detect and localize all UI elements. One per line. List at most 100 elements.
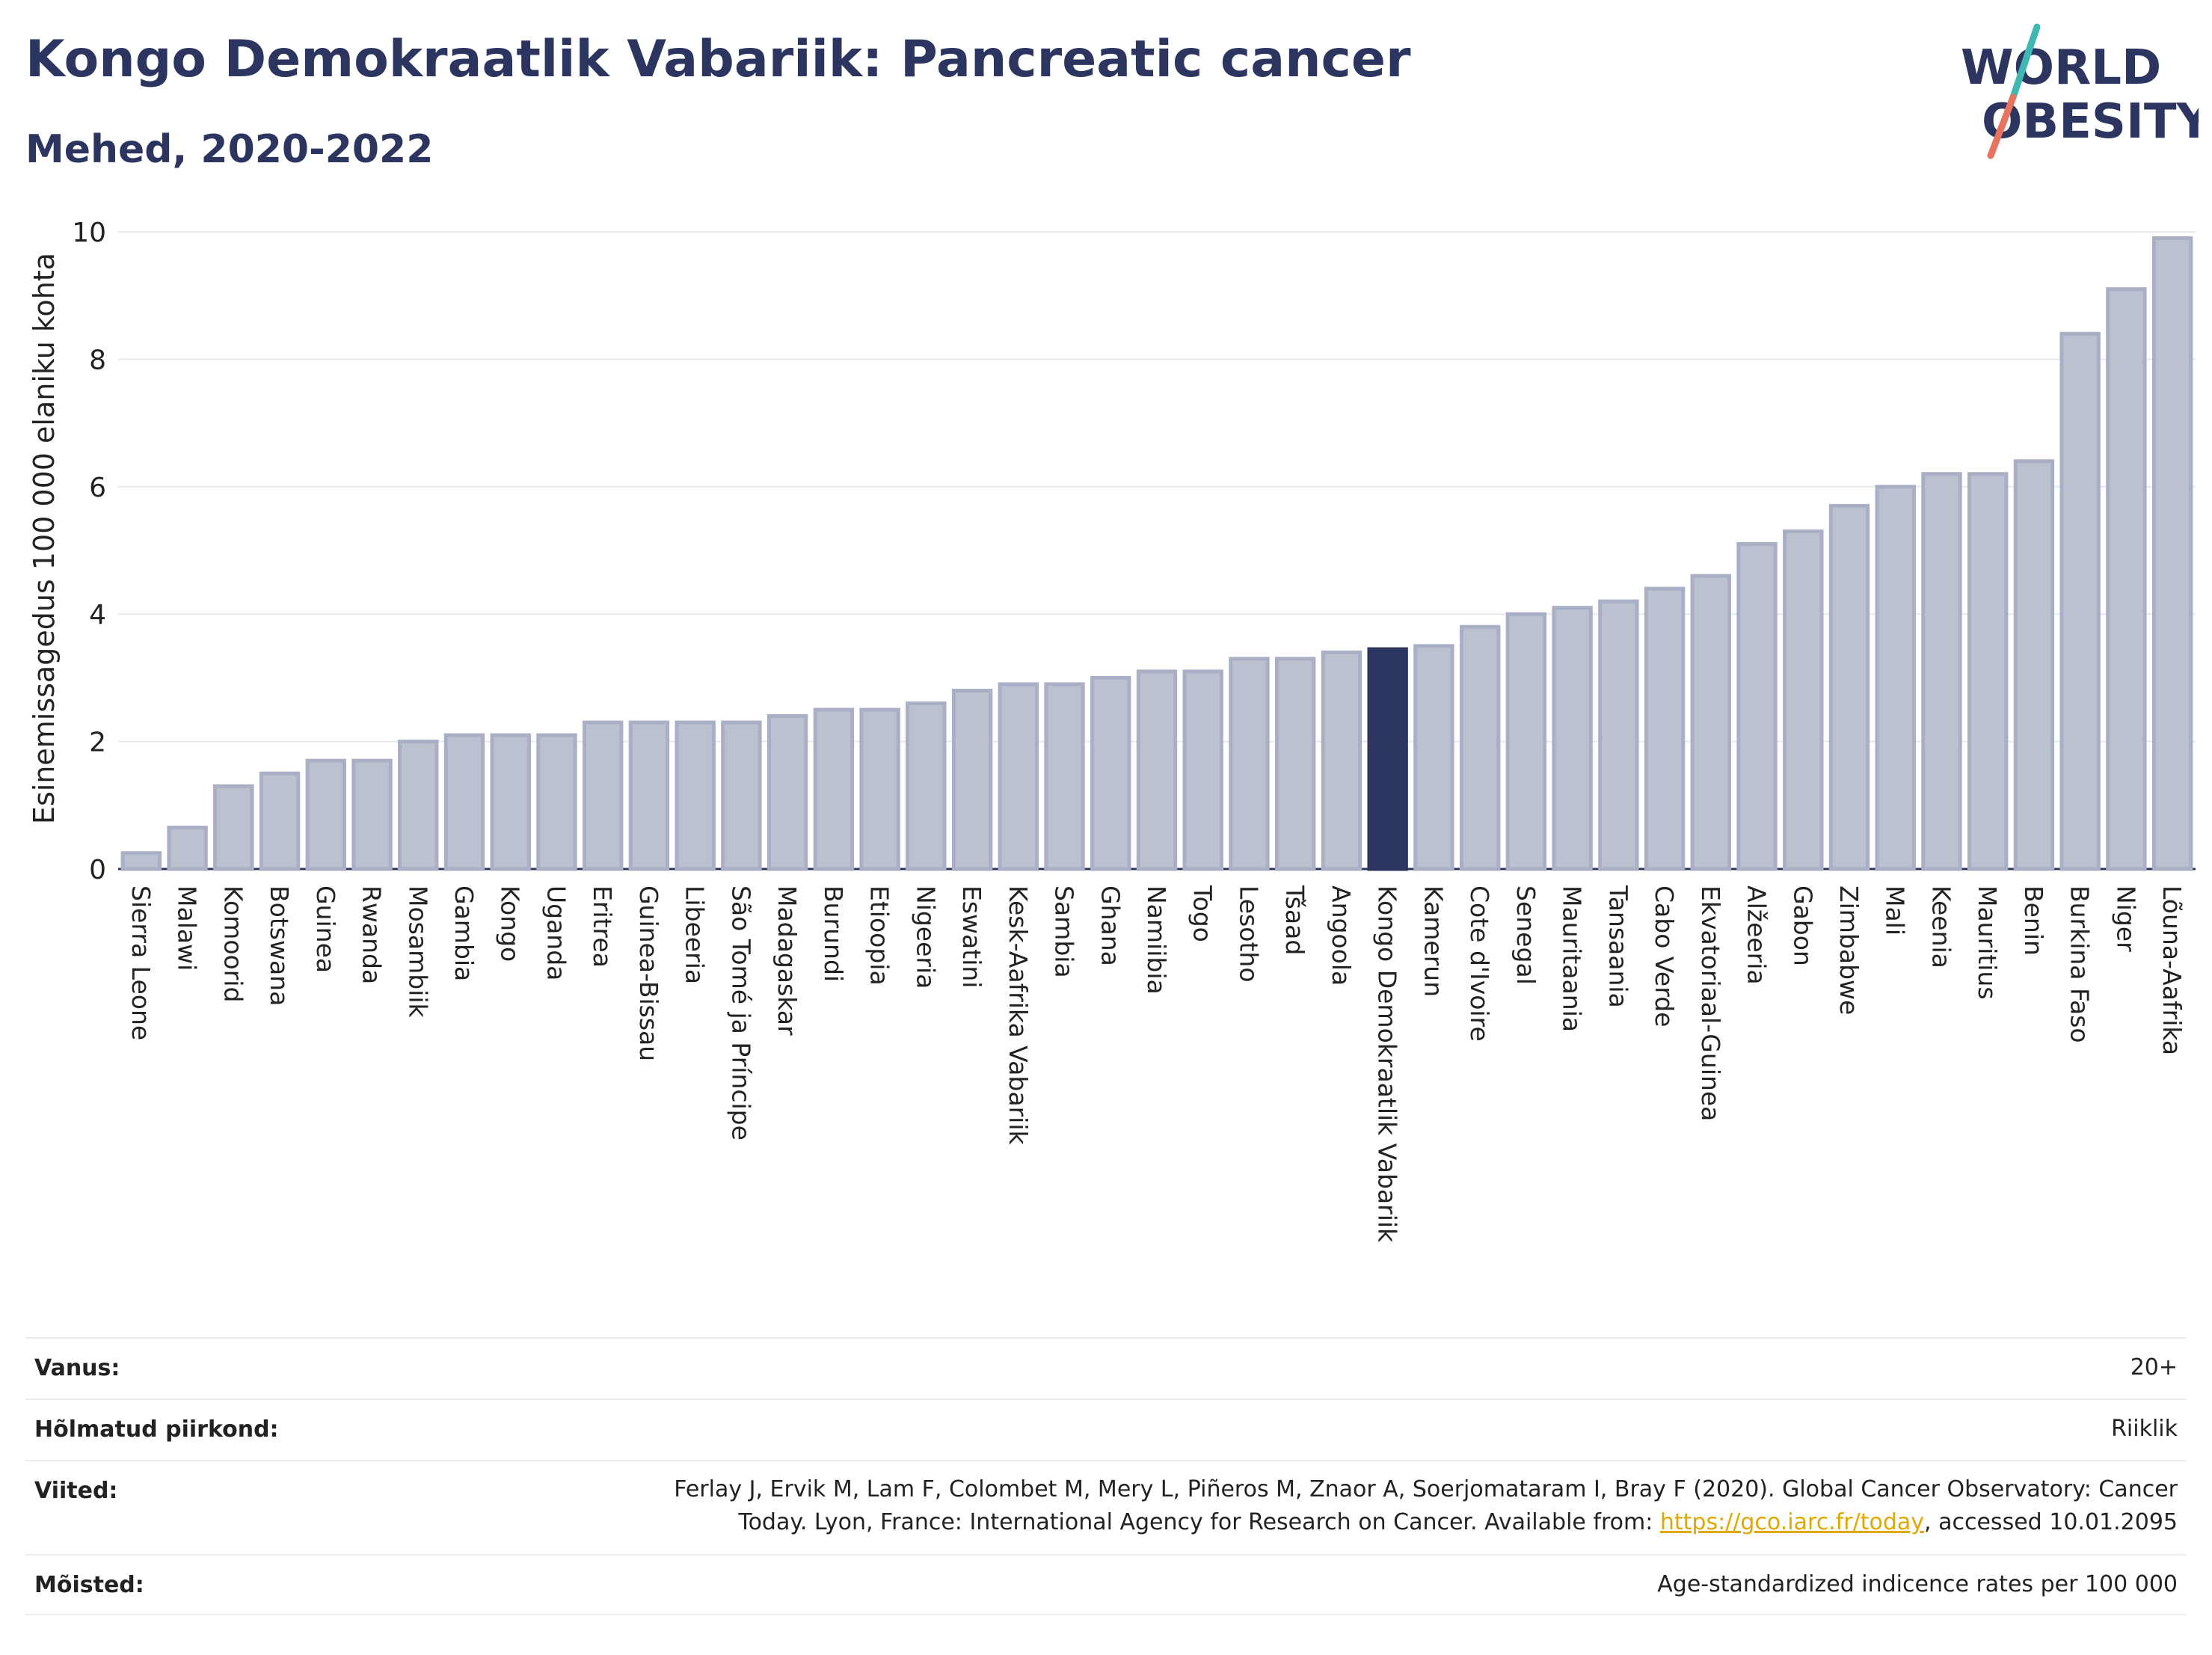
info-label-age: Vanus: bbox=[34, 1355, 120, 1381]
x-tick-label: Mauritius bbox=[1973, 885, 2002, 1000]
x-tick-label: Etioopia bbox=[865, 885, 894, 986]
reference-line-2-pre: Today. Lyon, France: International Agenc… bbox=[738, 1509, 1660, 1535]
bar bbox=[1136, 669, 1178, 871]
bar bbox=[1090, 675, 1131, 871]
info-row-age: Vanus: 20+ bbox=[25, 1337, 2187, 1398]
x-tick-label: Rwanda bbox=[357, 885, 387, 984]
info-value-references: Ferlay J, Ervik M, Lam F, Colombet M, Me… bbox=[674, 1473, 2187, 1539]
page-title: Kongo Demokraatlik Vabariik: Pancreatic … bbox=[25, 30, 1411, 89]
x-tick-label: Nigeeria bbox=[911, 885, 940, 989]
label-layer: Sierra Leone Malawi Komoorid Botswana Guinea… bbox=[126, 885, 2187, 1243]
bar bbox=[1044, 682, 1085, 871]
bar bbox=[1229, 657, 1270, 871]
x-tick-label: Guinea-Bissau bbox=[634, 885, 663, 1061]
y-tick-label: 4 bbox=[89, 600, 106, 630]
x-tick-label: Mali bbox=[1881, 885, 1910, 936]
bar bbox=[1875, 485, 1916, 871]
info-value-coverage: Riiklik bbox=[2111, 1416, 2178, 1442]
x-tick-label: Mosambiik bbox=[403, 885, 432, 1019]
bar bbox=[2151, 236, 2193, 871]
bar bbox=[951, 688, 993, 871]
bar-layer bbox=[120, 236, 2193, 871]
x-tick-label: Tšaad bbox=[1280, 885, 1309, 955]
x-tick-label: Uganda bbox=[541, 885, 571, 980]
x-tick-label: Niger bbox=[2111, 885, 2140, 952]
reference-line-2-post: , accessed 10.01.2095 bbox=[1924, 1509, 2178, 1535]
world-obesity-logo: WORLD OBESITY bbox=[1961, 23, 2199, 159]
x-tick-label: Gabon bbox=[1788, 885, 1817, 966]
x-tick-label: Togo bbox=[1188, 885, 1217, 942]
x-tick-label: Tansaania bbox=[1603, 885, 1632, 1008]
bar bbox=[305, 758, 346, 871]
info-row-definitions: Mõisted: Age-standardized indicence rate… bbox=[25, 1554, 2187, 1615]
bar bbox=[2106, 287, 2147, 871]
x-tick-label: Angoola bbox=[1327, 885, 1356, 986]
bar bbox=[536, 733, 577, 871]
x-tick-label: Alžeeria bbox=[1742, 885, 1772, 985]
bar bbox=[675, 720, 716, 871]
y-tick-label: 0 bbox=[89, 855, 106, 885]
x-tick-label: Botswana bbox=[265, 885, 294, 1006]
x-tick-label: Lõuna-Aafrika bbox=[2157, 885, 2187, 1055]
logo-slash-coral bbox=[1987, 93, 2017, 159]
x-tick-label: Burundi bbox=[819, 885, 848, 982]
info-row-references: Viited: Ferlay J, Ervik M, Lam F, Colomb… bbox=[25, 1460, 2187, 1554]
x-tick-label: Libeeria bbox=[681, 885, 710, 984]
bar bbox=[259, 771, 301, 871]
x-tick-label: Lesotho bbox=[1234, 885, 1263, 983]
x-tick-label: Ekvatoriaal-Guinea bbox=[1696, 885, 1725, 1121]
bar bbox=[1644, 586, 1686, 871]
bar bbox=[120, 851, 162, 871]
bar bbox=[351, 758, 393, 871]
x-tick-label: Kamerun bbox=[1419, 885, 1448, 997]
bar bbox=[213, 784, 254, 871]
info-label-coverage: Hõlmatud piirkond: bbox=[34, 1416, 279, 1443]
bar bbox=[1921, 472, 1962, 871]
reference-link[interactable]: https://gco.iarc.fr/today bbox=[1659, 1509, 1925, 1535]
bar bbox=[583, 720, 624, 871]
bar bbox=[1275, 657, 1316, 871]
x-tick-label: Gambia bbox=[449, 885, 479, 981]
bar bbox=[1321, 650, 1362, 871]
bar bbox=[1182, 669, 1223, 871]
x-tick-label: São Tomé ja Príncipe bbox=[726, 885, 755, 1140]
bar bbox=[628, 720, 670, 871]
logo-word-obesity: OBESITY bbox=[1982, 94, 2199, 150]
bar bbox=[1967, 472, 2009, 871]
x-tick-label: Eswatini bbox=[957, 885, 986, 988]
bar bbox=[1552, 606, 1593, 871]
info-value-definitions: Age-standardized indicence rates per 100… bbox=[1657, 1571, 2178, 1597]
bar bbox=[1598, 599, 1639, 871]
info-table: Vanus: 20+ Hõlmatud piirkond: Riiklik Vi… bbox=[25, 1337, 2187, 1615]
bar bbox=[906, 701, 947, 871]
y-axis-label: Esinemissagedus 100 000 elaniku kohta bbox=[28, 253, 61, 824]
x-tick-label: Cote d'Ivoire bbox=[1465, 885, 1494, 1042]
x-tick-label: Namiibia bbox=[1142, 885, 1171, 995]
x-tick-label: Komoorid bbox=[218, 885, 248, 1002]
bar bbox=[167, 826, 208, 871]
bar bbox=[1413, 644, 1454, 871]
bar bbox=[721, 720, 762, 871]
x-tick-label: Kongo bbox=[496, 885, 525, 962]
x-tick-label: Benin bbox=[2019, 885, 2048, 956]
bar bbox=[813, 707, 855, 871]
x-tick-label: Ghana bbox=[1096, 885, 1125, 966]
bar bbox=[1828, 503, 1870, 871]
x-tick-label: Zimbabwe bbox=[1834, 885, 1864, 1015]
info-label-references: Viited: bbox=[34, 1478, 118, 1504]
y-tick-label: 8 bbox=[89, 345, 106, 375]
bar bbox=[1736, 541, 1778, 871]
page-subtitle: Mehed, 2020-2022 bbox=[25, 127, 434, 172]
x-tick-label: Malawi bbox=[173, 885, 202, 971]
x-tick-label: Keenia bbox=[1926, 885, 1956, 968]
bar bbox=[1459, 624, 1501, 871]
logo-slash-teal bbox=[2009, 23, 2041, 101]
bar bbox=[1505, 612, 1547, 871]
info-row-coverage: Hõlmatud piirkond: Riiklik bbox=[25, 1398, 2187, 1460]
bar-chart: 0 2 4 6 8 10 Sierra Leone Malawi Komoorid Botswa… bbox=[28, 218, 2196, 1243]
bar bbox=[998, 682, 1039, 871]
x-tick-label: Eritrea bbox=[588, 885, 617, 968]
bar bbox=[490, 733, 531, 871]
x-tick-label: Sambia bbox=[1050, 885, 1079, 978]
x-tick-label: Madagaskar bbox=[772, 885, 802, 1036]
